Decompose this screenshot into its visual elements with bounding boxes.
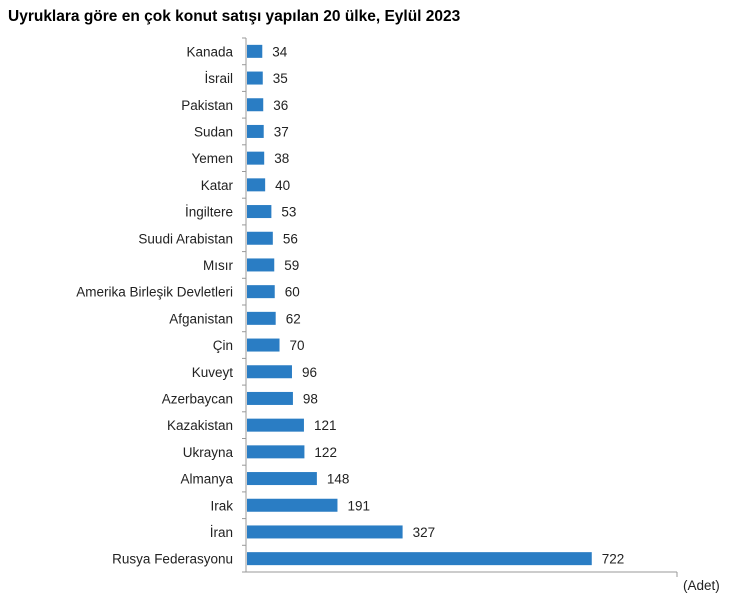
data-label: 121 xyxy=(314,418,337,433)
data-label: 62 xyxy=(286,311,301,326)
bar xyxy=(247,98,264,112)
category-label: Kuveyt xyxy=(192,365,234,380)
data-label: 38 xyxy=(274,151,289,166)
category-label: Almanya xyxy=(180,472,233,487)
bar xyxy=(247,338,280,352)
category-label: Kanada xyxy=(186,44,233,59)
bar xyxy=(247,151,265,165)
bar xyxy=(247,498,338,512)
data-label: 34 xyxy=(272,44,288,59)
data-label: 122 xyxy=(314,445,337,460)
data-label: 59 xyxy=(284,258,299,273)
bar xyxy=(247,205,272,219)
data-label: 60 xyxy=(285,285,300,300)
category-label: Katar xyxy=(201,178,234,193)
bar xyxy=(247,285,275,299)
category-label: Azerbaycan xyxy=(162,391,233,406)
bar xyxy=(247,552,592,566)
category-label: Çin xyxy=(213,338,233,353)
chart-title: Uyruklara göre en çok konut satışı yapıl… xyxy=(8,8,461,25)
data-label: 191 xyxy=(347,498,370,513)
data-label: 35 xyxy=(273,71,288,86)
bar xyxy=(247,44,263,58)
data-label: 722 xyxy=(602,552,625,567)
category-label: Afganistan xyxy=(169,311,233,326)
category-label: Amerika Birleşik Devletleri xyxy=(76,285,233,300)
x-axis-label: (Adet) xyxy=(683,578,720,593)
data-label: 98 xyxy=(303,391,318,406)
bar xyxy=(247,124,264,138)
category-label: İran xyxy=(210,525,233,540)
bar xyxy=(247,365,292,379)
bar xyxy=(247,418,304,432)
category-label: Irak xyxy=(210,498,233,513)
bar xyxy=(247,258,275,272)
category-label: Rusya Federasyonu xyxy=(112,552,233,567)
bar xyxy=(247,525,403,539)
category-label: Yemen xyxy=(191,151,233,166)
bar xyxy=(247,311,276,325)
data-label: 53 xyxy=(281,205,296,220)
data-label: 40 xyxy=(275,178,290,193)
bar xyxy=(247,391,293,405)
bar xyxy=(247,178,266,192)
category-label: Ukrayna xyxy=(183,445,234,460)
data-label: 56 xyxy=(283,231,298,246)
data-label: 37 xyxy=(274,124,289,139)
category-label: Suudi Arabistan xyxy=(138,231,233,246)
category-label: İngiltere xyxy=(185,205,233,220)
bar xyxy=(247,472,317,486)
bar xyxy=(247,231,273,245)
bar xyxy=(247,71,263,85)
data-label: 70 xyxy=(290,338,305,353)
category-label: Pakistan xyxy=(181,98,233,113)
category-label: Mısır xyxy=(203,258,233,273)
category-label: Sudan xyxy=(194,124,233,139)
data-label: 327 xyxy=(413,525,436,540)
data-label: 36 xyxy=(273,98,288,113)
category-label: İsrail xyxy=(204,71,233,86)
category-label: Kazakistan xyxy=(167,418,233,433)
bar xyxy=(247,445,305,459)
data-label: 148 xyxy=(327,472,350,487)
data-label: 96 xyxy=(302,365,317,380)
